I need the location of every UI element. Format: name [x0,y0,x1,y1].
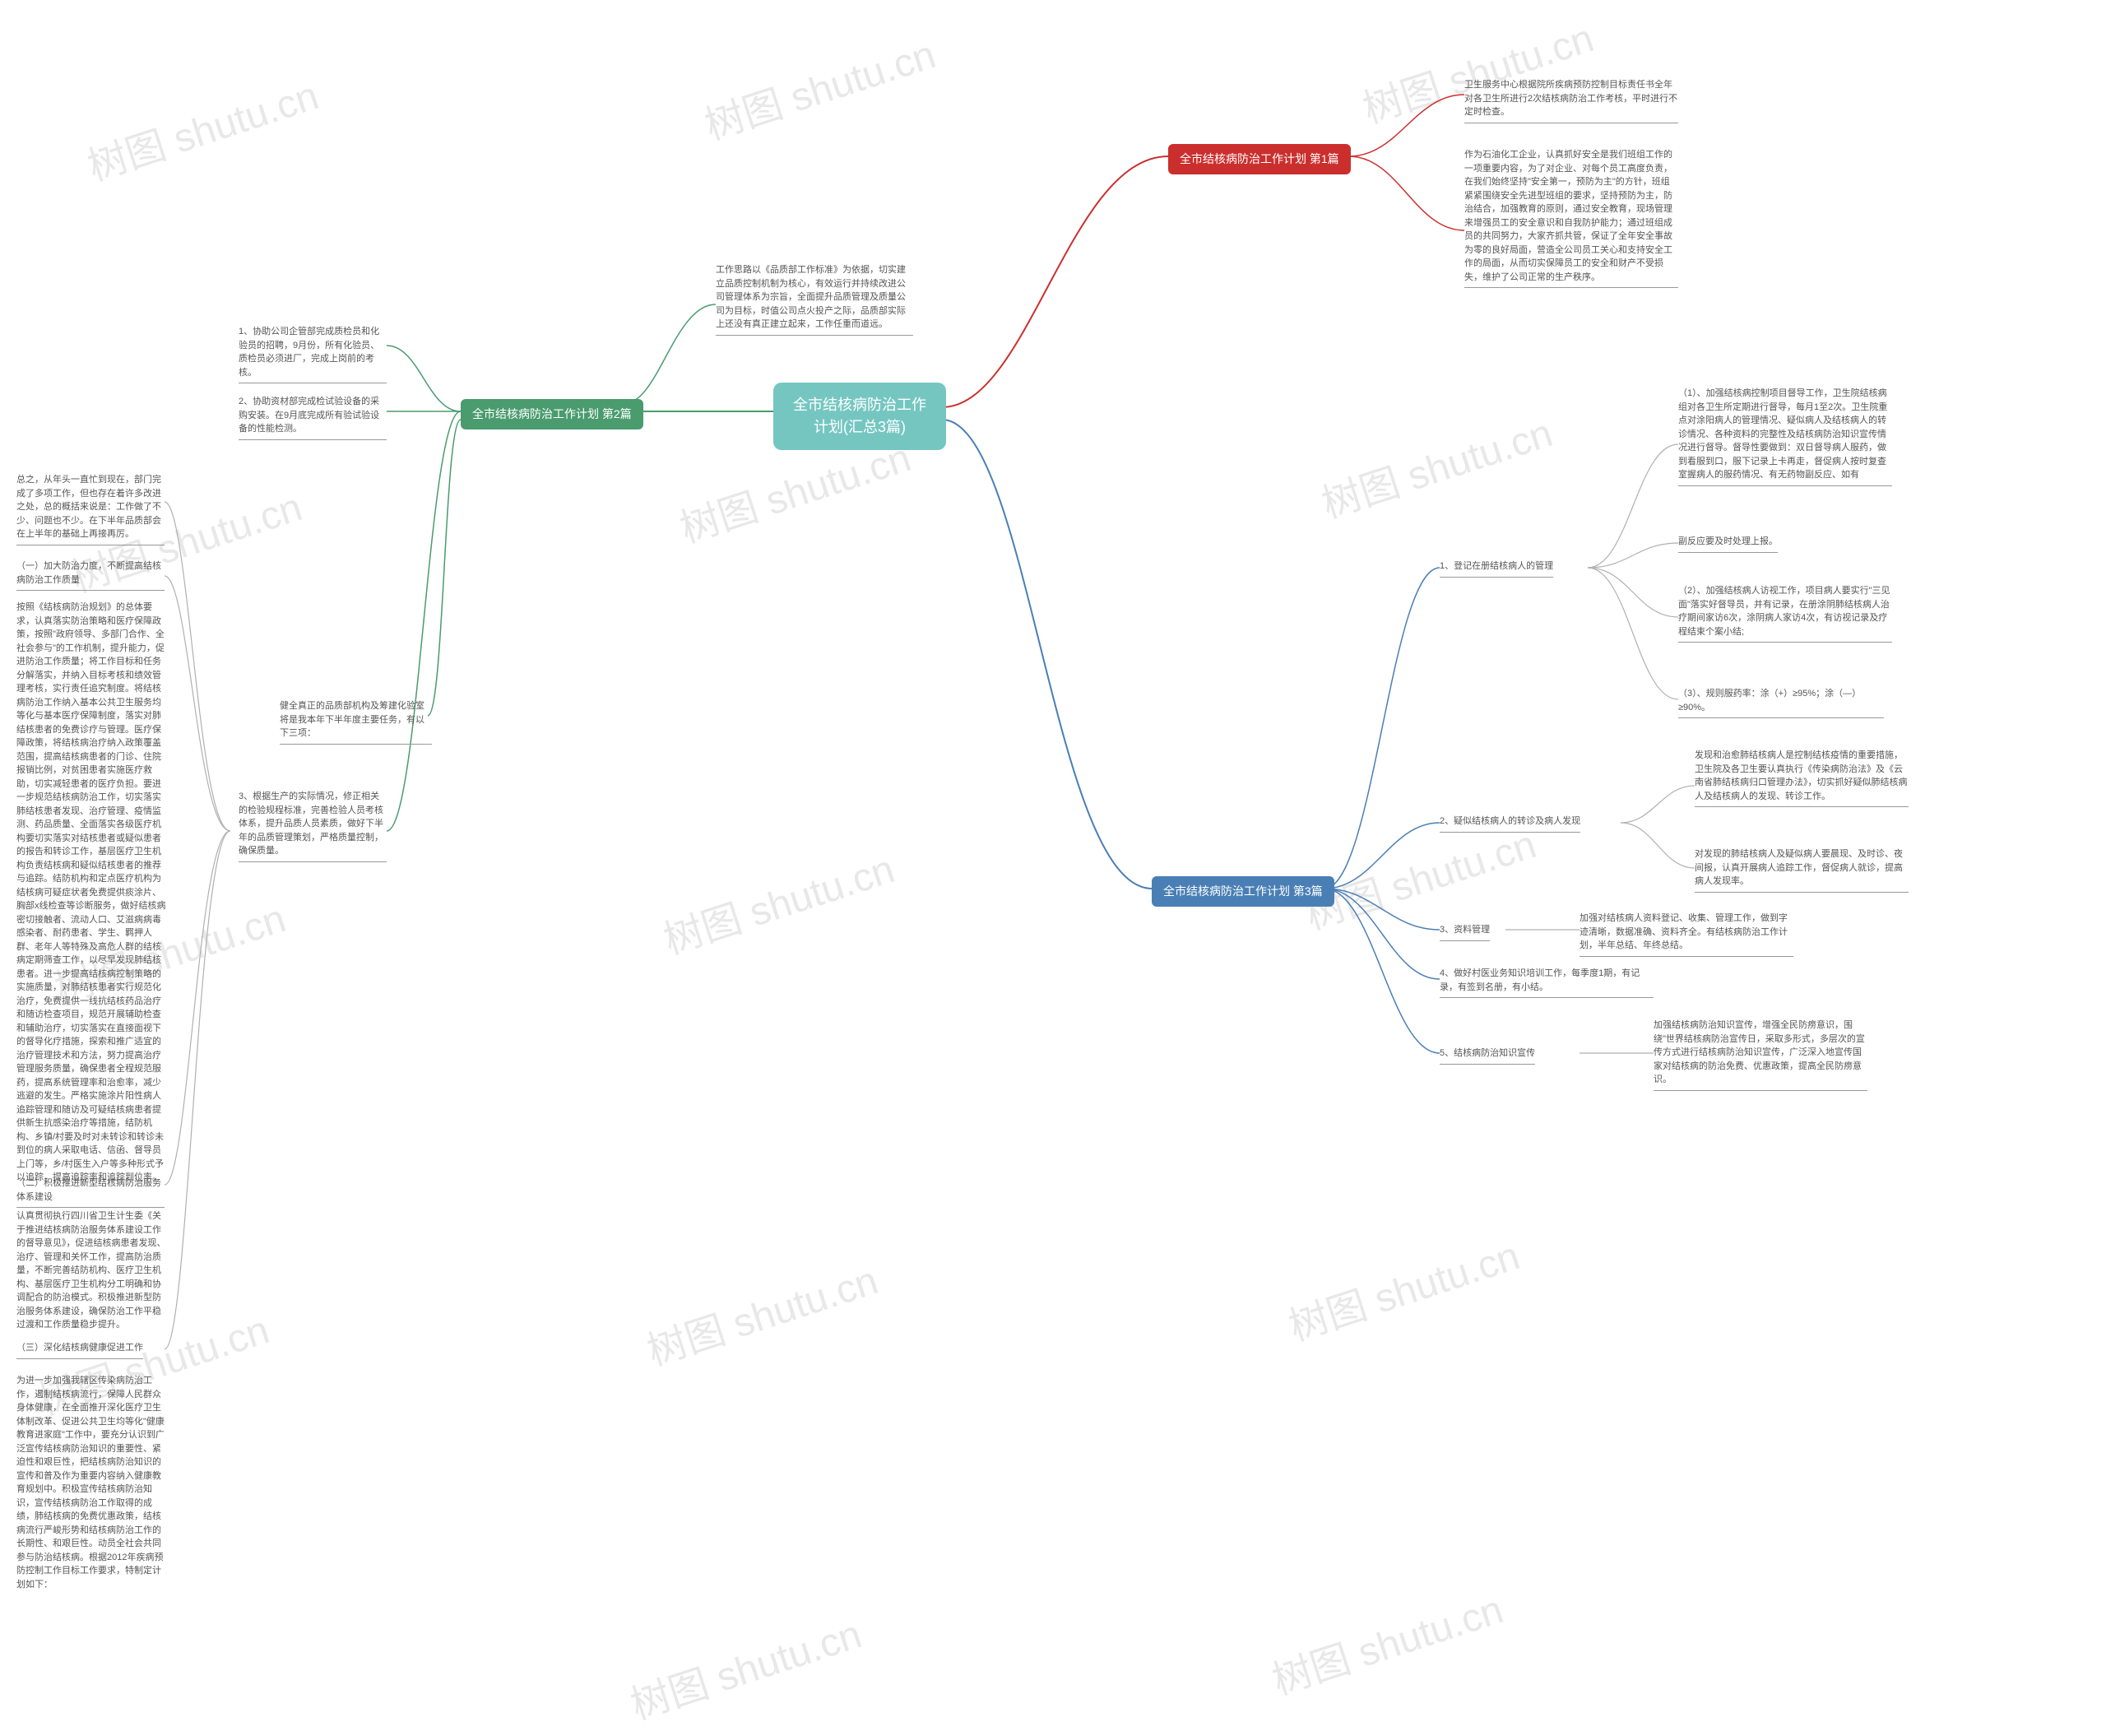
part1-node: 全市结核病防治工作计划 第1篇 [1168,144,1351,174]
watermark: 树图 shutu.cn [79,63,324,192]
part1-item-0: 卫生服务中心根据院所疾病预防控制目标责任书全年对各卫生所进行2次结核病防治工作考… [1464,78,1678,123]
part2-sub1-body: 按照《结核病防治规划》的总体要求，认真落实防治策略和医疗保障政策，按照"政府领导… [16,601,169,1185]
part2-item-0: 1、协助公司企管部完成质检员和化验员的招聘，9月份，所有化验员、质检员必须进厂，… [239,325,387,383]
part2-sum: 总之，从年头一直忙到现在，部门完成了多项工作，但也存在着许多改进之处，总的概括来… [16,473,165,545]
part3-item-0: 1、登记在册结核病人的管理 [1440,559,1553,578]
part2-item-1: 2、协助资材部完成检试验设备的采购安装。在9月底完成所有验试验设备的性能检测。 [239,395,387,440]
part1-item-1: 作为石油化工企业，认真抓好安全是我们班组工作的一项重要内容，为了对企业、对每个员… [1464,148,1678,288]
watermark: 树图 shutu.cn [1280,1223,1525,1352]
part2-item-2: 3、根据生产的实际情况，修正相关的检验规程标准，完善检验人员考核体系，提升品质人… [239,790,387,862]
part2-subintro: 健全真正的品质部机构及筹建化验室将是我本年下半年度主要任务，有以下三项： [280,699,432,745]
watermark: 树图 shutu.cn [655,837,900,965]
watermark: 树图 shutu.cn [1264,1577,1509,1706]
part3-item-1-child-0: 发现和治愈肺结核病人是控制结核疫情的重要措施，卫生院及各卫生要认真执行《传染病防… [1695,749,1909,807]
part3-title: 全市结核病防治工作计划 第3篇 [1163,884,1323,898]
root-node: 全市结核病防治工作计划(汇总3篇) [773,383,946,450]
part2-title: 全市结核病防治工作计划 第2篇 [472,407,632,420]
part3-item-2: 3、资料管理 [1440,923,1490,941]
watermark: 树图 shutu.cn [1313,401,1558,529]
part2-sub3-title: （三）深化结核病健康促进工作 [16,1341,143,1359]
part3-node: 全市结核病防治工作计划 第3篇 [1152,876,1334,907]
root-title: 全市结核病防治工作计划(汇总3篇) [793,397,926,435]
part3-item-1: 2、疑似结核病人的转诊及病人发现 [1440,815,1580,833]
part3-item-0-child-1: 副反应要及时处理上报。 [1678,535,1778,553]
part2-sub1-title: （一）加大防治力度，不断提高结核病防治工作质量 [16,559,165,591]
part2-node: 全市结核病防治工作计划 第2篇 [461,399,643,429]
watermark: 树图 shutu.cn [622,1602,867,1730]
part3-item-4-child-0: 加强结核病防治知识宣传，增强全民防痨意识，围绕"世界结核病防治宣传日，采取多形式… [1654,1019,1867,1091]
part3-item-1-child-1: 对发现的肺结核病人及疑似病人要晨现、及时诊、夜间报，认真开展病人追踪工作，督促病… [1695,847,1909,893]
watermark: 树图 shutu.cn [696,22,941,151]
watermark: 树图 shutu.cn [638,1248,884,1376]
part3-item-2-child-0: 加强对结核病人资料登记、收集、管理工作，做到字迹清晰，数据准确、资料齐全。有结核… [1580,912,1793,957]
part1-title: 全市结核病防治工作计划 第1篇 [1180,152,1339,165]
part3-item-4: 5、结核病防治知识宣传 [1440,1047,1535,1065]
part3-item-0-child-2: （2）、加强结核病人访视工作，项目病人要实行"三见面"落实好督导员，并有记录，在… [1678,584,1892,643]
part3-item-0-child-0: （1）、加强结核病控制项目督导工作，卫生院结核病组对各卫生所定期进行督导，每月1… [1678,387,1892,486]
part2-sub2-body: 认真贯彻执行四川省卫生计生委《关于推进结核病防治服务体系建设工作的督导意见》，促… [16,1209,169,1332]
part2-sub3-body: 为进一步加强我辖区传染病防治工作，遏制结核病流行，保障人民群众身体健康，在全面推… [16,1374,169,1591]
part3-item-3: 4、做好村医业务知识培训工作，每季度1期，有记录，有签到名册，有小结。 [1440,967,1654,998]
part2-sub2-title: （二）积极推进新型结核病防治服务体系建设 [16,1177,165,1208]
part3-item-0-child-3: （3）、规则服药率：涂（+）≥95%；涂（—）≥90%。 [1678,687,1884,718]
part2-intro: 工作思路以《品质部工作标准》为依据，切实建立品质控制机制为核心，有效运行并持续改… [716,263,913,336]
